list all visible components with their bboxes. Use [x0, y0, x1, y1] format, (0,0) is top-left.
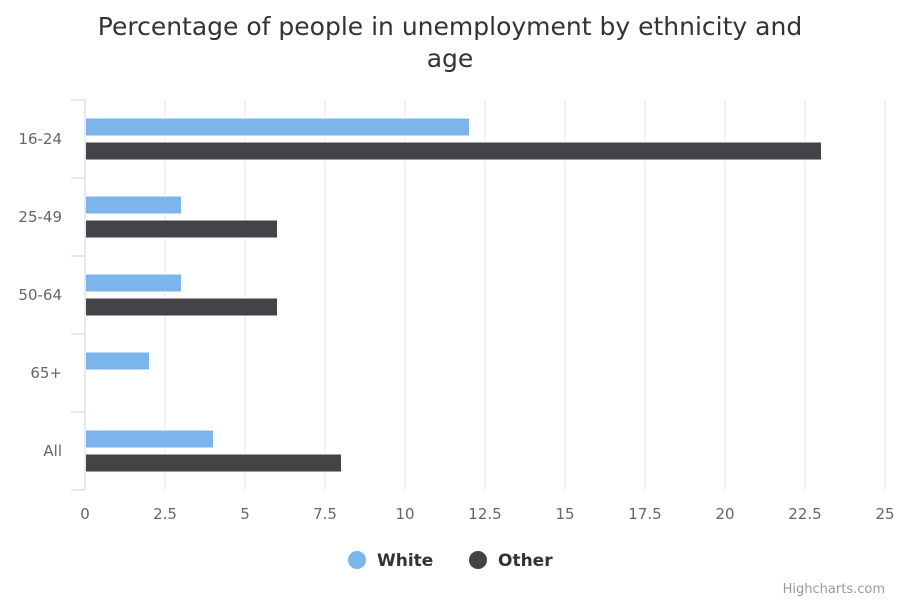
category-label: 25-49 [18, 208, 62, 226]
chart-title-line-1: Percentage of people in unemployment by … [98, 12, 802, 41]
bar-white-all[interactable] [85, 429, 214, 449]
x-tick-label: 15 [555, 505, 574, 523]
legend-marker-icon [348, 551, 366, 569]
bar-white-1624[interactable] [85, 117, 470, 137]
x-tick-label: 12.5 [468, 505, 501, 523]
x-tick-label: 5 [240, 505, 250, 523]
bar-white-5064[interactable] [85, 273, 182, 293]
x-tick-label: 17.5 [628, 505, 661, 523]
category-label: 65+ [30, 364, 62, 382]
legend-item-white[interactable]: White [348, 551, 433, 571]
axes: 0 2.5 5 7.5 10 12.5 15 17.5 20 22.5 25 16-24 25-49 50… [18, 99, 895, 523]
legend-marker-icon [469, 551, 487, 569]
bar-other-all[interactable] [85, 453, 342, 473]
bar-white-65[interactable] [85, 351, 150, 371]
x-tick-label: 20 [715, 505, 734, 523]
bar-other-1624[interactable] [85, 141, 822, 161]
bar-white-2549[interactable] [85, 195, 182, 215]
x-tick-label: 10 [395, 505, 414, 523]
category-label: All [43, 442, 62, 460]
credits-link[interactable]: Highcharts.com [783, 582, 885, 597]
legend-label: White [377, 551, 433, 571]
chart-title-line-2: age [427, 44, 474, 73]
bars [85, 117, 822, 473]
category-label: 50-64 [18, 286, 62, 304]
bar-other-2549[interactable] [85, 219, 278, 239]
category-label: 16-24 [18, 130, 62, 148]
gridlines [84, 100, 886, 490]
legend-label: Other [498, 551, 553, 571]
bar-other-5064[interactable] [85, 297, 278, 317]
legend-item-other[interactable]: Other [469, 551, 553, 571]
x-tick-label: 22.5 [788, 505, 821, 523]
x-tick-label: 7.5 [313, 505, 337, 523]
x-tick-label: 0 [80, 505, 90, 523]
legend[interactable]: White Other [348, 551, 553, 571]
x-tick-label: 2.5 [153, 505, 177, 523]
x-tick-label: 25 [875, 505, 894, 523]
